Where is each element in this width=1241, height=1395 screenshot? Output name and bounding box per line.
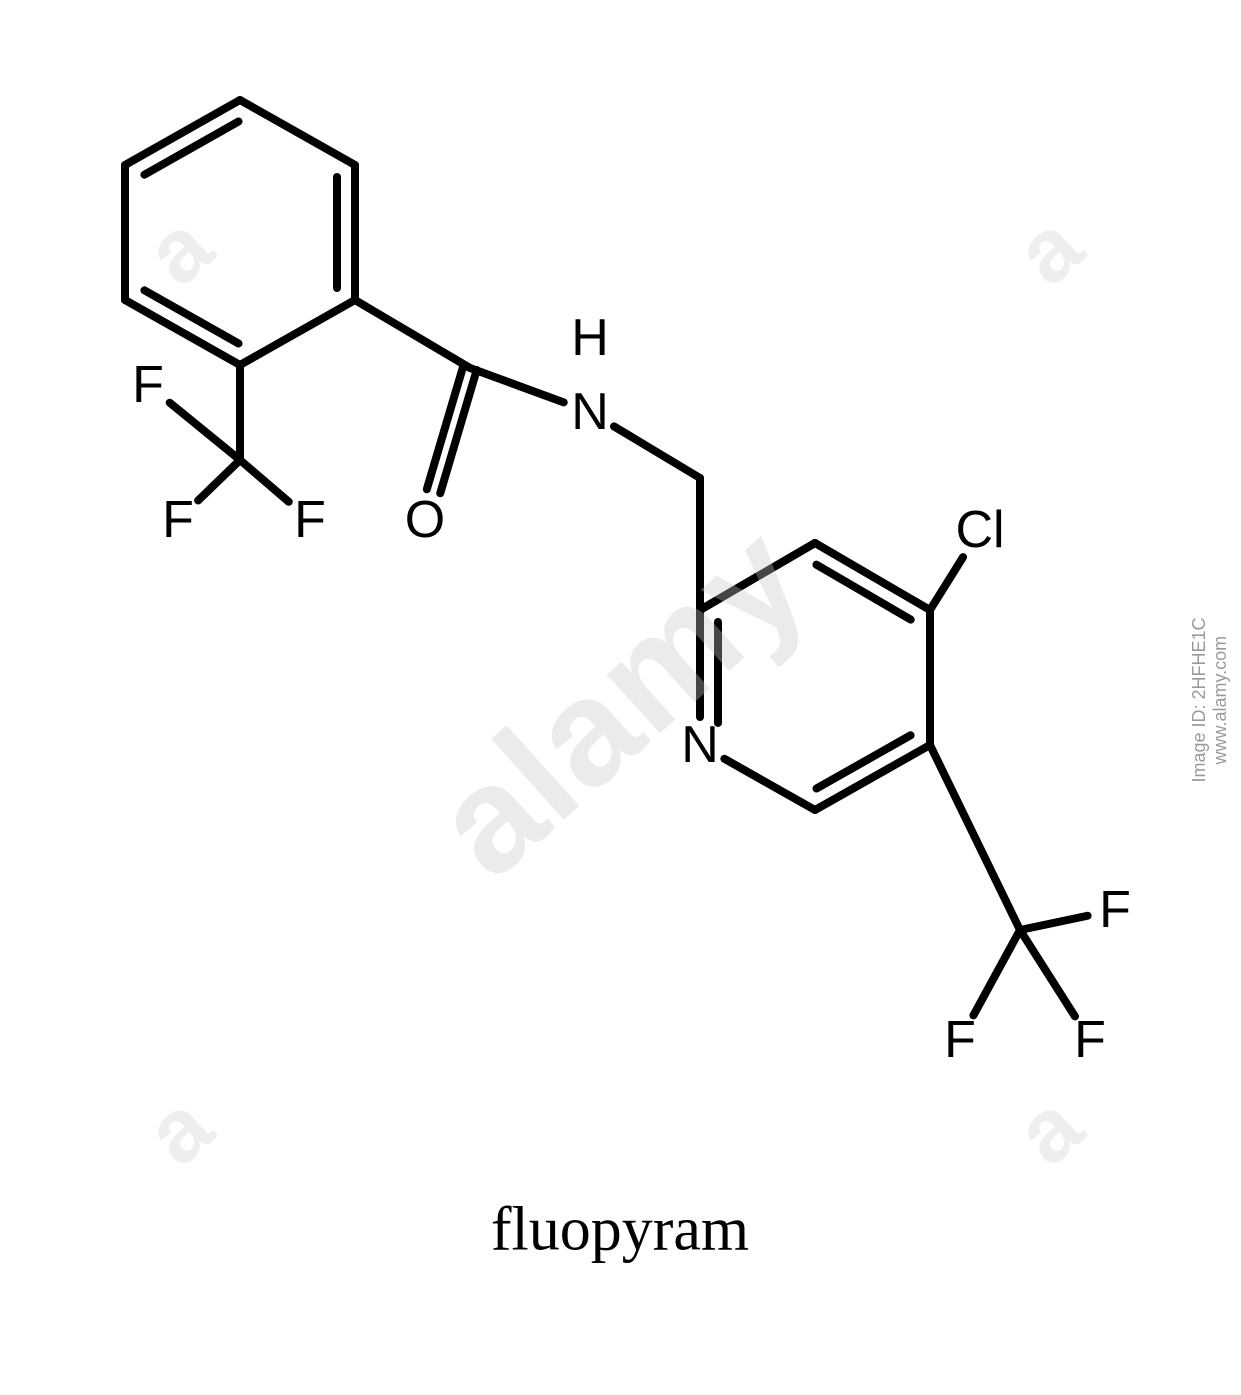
atom-F6: F <box>1074 1010 1106 1070</box>
atom-O1: O <box>405 490 445 550</box>
atom-Cl1: Cl <box>955 500 1004 560</box>
atom-F5: F <box>944 1010 976 1070</box>
atom-F2: F <box>162 490 194 550</box>
compound-name: fluopyram <box>491 1195 749 1266</box>
atom-F3: F <box>294 490 326 550</box>
atom-N1: N <box>571 382 609 442</box>
bonds-group <box>125 100 1088 1016</box>
watermark-side: Image ID: 2HFHE1C www.alamy.com <box>1189 617 1231 782</box>
atom-H1: H <box>571 308 609 368</box>
atom-F4: F <box>1099 880 1131 940</box>
atom-F1: F <box>132 355 164 415</box>
